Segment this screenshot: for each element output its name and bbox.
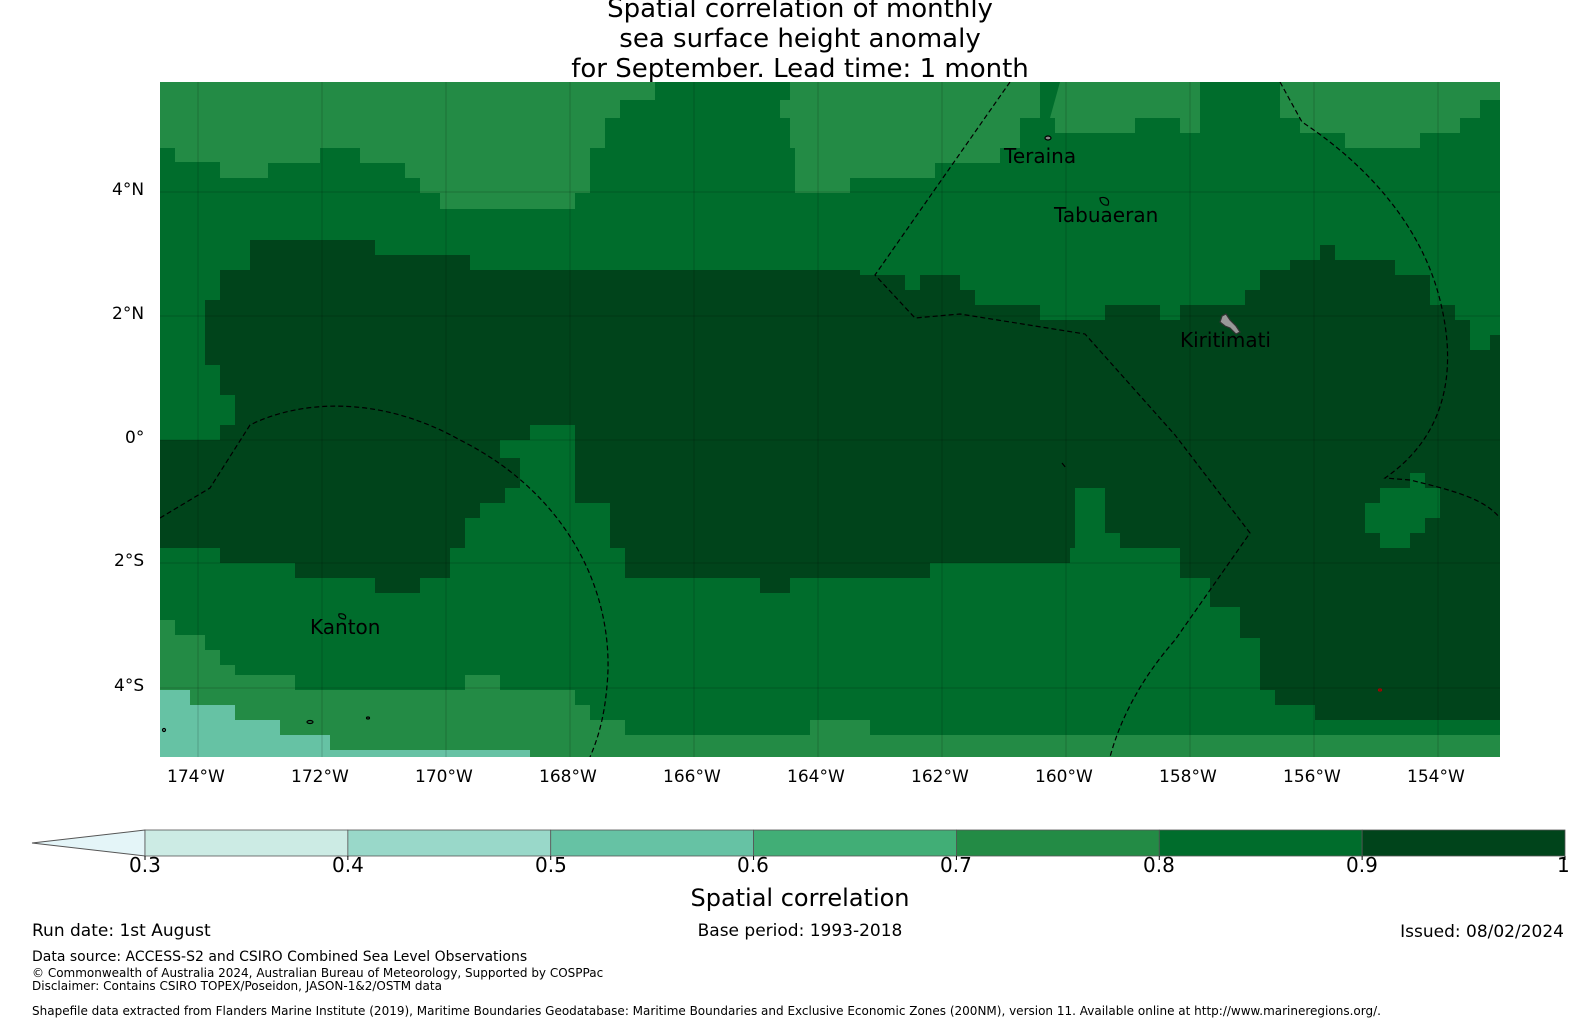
colorbar-tick-label: 0.3 <box>129 853 161 877</box>
colorbar-segment <box>956 829 1160 857</box>
lon-label: 164°W <box>787 767 845 787</box>
eez-boundary-small <box>1061 462 1067 469</box>
colorbar-tick-label: 0.7 <box>940 853 972 877</box>
lat-label: 4°S <box>114 676 145 696</box>
region-south-band <box>160 620 1500 757</box>
colorbar-tick-label: 0.5 <box>535 853 567 877</box>
lat-label: 2°S <box>114 551 145 571</box>
lat-label: 0° <box>125 428 145 448</box>
place-label-kanton: Kanton <box>310 615 381 639</box>
run-date: Run date: 1st August <box>32 921 211 941</box>
eez-boundary-east <box>1279 82 1500 519</box>
teraina-island <box>1044 135 1052 141</box>
tabuaeran-island <box>1099 196 1110 206</box>
islet-4 <box>1377 688 1383 692</box>
lat-label: 2°N <box>112 304 145 324</box>
region-southwest-corner-lower <box>160 720 205 757</box>
shapefile-credit: Shapefile data extracted from Flanders M… <box>32 1004 1381 1018</box>
lon-label: 158°W <box>1159 767 1217 787</box>
lon-label: 170°W <box>415 767 473 787</box>
eez-boundary-line-islands <box>874 82 1251 757</box>
data-source: Data source: ACCESS-S2 and CSIRO Combine… <box>32 949 528 965</box>
base-period: Base period: 1993-2018 <box>697 921 903 941</box>
colorbar-tick-label: 1 <box>1557 853 1570 877</box>
lon-label: 174°W <box>167 767 225 787</box>
colorbar-segment <box>753 829 957 857</box>
colorbar-tick-label: 0.8 <box>1143 853 1175 877</box>
colorbar-segment <box>550 829 754 857</box>
islet-3 <box>161 727 167 733</box>
islands <box>161 135 1383 733</box>
colorbar-tick-label: 0.6 <box>737 853 769 877</box>
colorbar-segment <box>347 829 552 857</box>
colorbar-tick-label: 0.4 <box>332 853 364 877</box>
place-label-teraina: Teraina <box>1004 144 1077 168</box>
chart-title: Spatial correlation of monthly sea surfa… <box>0 0 1590 84</box>
kiritimati-island <box>1219 313 1241 335</box>
colorbar-segment <box>1158 829 1363 857</box>
colorbar-tick-label: 0.9 <box>1346 853 1378 877</box>
graticule <box>160 82 1500 757</box>
eez-boundaries <box>160 82 1500 757</box>
lon-label: 168°W <box>539 767 597 787</box>
title-line-1: Spatial correlation of monthly <box>607 0 993 24</box>
lat-label: 4°N <box>112 180 145 200</box>
colorbar-segment <box>1361 829 1566 857</box>
colorbar-label: Spatial correlation <box>690 884 910 912</box>
region-equatorial-core <box>160 240 1500 720</box>
colorbar-segment <box>144 829 349 857</box>
copyright: © Commonwealth of Australia 2024, Austra… <box>32 966 604 980</box>
place-label-tabuaeran: Tabuaeran <box>1054 203 1159 227</box>
disclaimer: Disclaimer: Contains CSIRO TOPEX/Poseido… <box>32 979 442 993</box>
region-east-bump <box>1365 473 1440 548</box>
region-southwest-corner-low <box>160 690 530 757</box>
kanton-island <box>338 613 347 620</box>
lon-label: 154°W <box>1407 767 1465 787</box>
colorbar <box>31 829 1566 860</box>
title-line-2: sea surface height anomaly <box>619 24 981 54</box>
lon-label: 156°W <box>1283 767 1341 787</box>
lon-label: 162°W <box>911 767 969 787</box>
islet-1 <box>306 719 314 725</box>
region-tongue-top-band <box>160 82 1500 209</box>
title-line-3: for September. Lead time: 1 month <box>571 54 1029 84</box>
islet-2 <box>365 716 371 720</box>
lon-label: 172°W <box>291 767 349 787</box>
lon-label: 160°W <box>1035 767 1093 787</box>
place-label-kiritimati: Kiritimati <box>1180 328 1271 352</box>
map-panel <box>160 82 1500 757</box>
lon-label: 166°W <box>663 767 721 787</box>
issued-date: Issued: 08/02/2024 <box>1400 922 1564 942</box>
